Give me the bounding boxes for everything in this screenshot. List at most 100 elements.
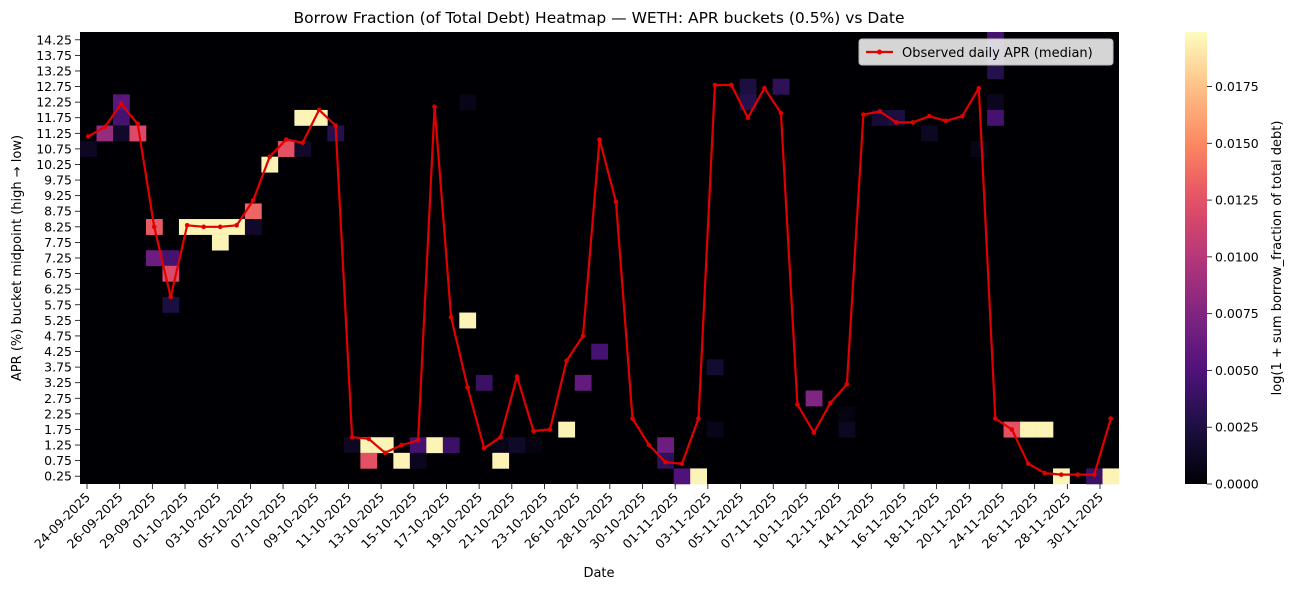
apr-point [333,123,338,128]
apr-point [943,118,949,124]
chart-title: Borrow Fraction (of Total Debt) Heatmap … [294,9,905,27]
heatmap-cell [426,437,444,454]
apr-point [102,124,108,130]
heatmap-cell [294,109,312,126]
heatmap-cell [706,359,724,376]
apr-point [630,416,635,421]
heatmap-cell [112,109,130,126]
y-tick-label: 5.75 [44,297,72,312]
heatmap-cell [591,343,609,360]
heatmap-cell [442,437,460,454]
apr-point [300,140,305,145]
heatmap-cell [409,452,427,469]
colorbar-tick-label: 0.0000 [1215,477,1259,492]
heatmap-cell [706,421,724,438]
apr-point [679,461,685,467]
y-tick-label: 6.25 [44,282,72,297]
apr-point [646,442,652,448]
apr-point [184,222,190,228]
heatmap-cell [277,141,295,157]
heatmap-cell [244,203,262,220]
heatmap-cell [921,125,938,142]
apr-point [894,120,899,125]
apr-point [448,314,454,320]
apr-point [960,113,965,119]
heatmap-cell [459,94,477,111]
y-tick-label: 8.75 [44,204,72,219]
colorbar-tick-label: 0.0125 [1215,193,1259,208]
apr-point [861,112,866,117]
y-tick-label: 1.25 [44,438,72,453]
heatmap-cell [129,125,147,142]
apr-point [1108,416,1114,421]
apr-point [910,120,916,125]
colorbar-tick-label: 0.0025 [1215,420,1259,435]
apr-point [85,134,91,139]
apr-point [712,82,718,88]
heatmap-cell [673,468,691,485]
heatmap-cell [987,94,1004,111]
y-tick-label: 6.75 [44,266,72,281]
heatmap-cell [393,452,411,469]
apr-point [366,436,371,442]
legend: Observed daily APR (median) [858,38,1114,66]
heatmap-cell [1020,421,1037,438]
apr-point [795,402,800,407]
heatmap-cell [838,406,856,422]
apr-point [828,400,833,406]
y-tick-label: 2.75 [44,391,72,406]
heatmap-cell [772,78,790,95]
apr-point [1042,470,1048,476]
heatmap-cell [739,94,757,111]
apr-point [844,381,850,387]
legend-box [858,38,1114,66]
heatmap-cell [112,125,130,142]
colorbar-label: log(1 + sum borrow_fraction of total deb… [1270,121,1285,396]
apr-point [1025,461,1031,467]
apr-point [432,104,437,110]
heatmap-cell [970,141,988,157]
apr-point [201,224,206,230]
heatmap-cell [80,141,97,157]
legend-entry-label: Observed daily APR (median) [902,46,1093,61]
colorbar-tick-label: 0.0075 [1215,306,1259,321]
y-tick-label: 7.75 [44,235,72,250]
heatmap-cell [558,421,576,438]
heatmap-background [80,32,1119,484]
apr-point [993,416,998,421]
colorbar-tick-label: 0.0150 [1215,136,1259,151]
heatmap-cell [492,452,510,469]
apr-point [217,224,223,230]
apr-point [250,198,256,203]
apr-point [531,428,536,434]
apr-point [382,450,388,456]
heatmap-cell [1036,421,1054,438]
apr-point [696,416,701,421]
heatmap-cell [574,374,592,391]
apr-point [927,113,932,119]
heatmap-cell [475,374,493,391]
apr-point [663,459,668,465]
heatmap-cell [987,63,1004,80]
y-tick-label: 11.25 [36,126,72,141]
apr-point [1058,472,1064,477]
colorbar: 0.0000 0.0025 0.0050 0.0075 0.0100 0.0125 0.01… [1185,32,1259,492]
heatmap-cell [162,296,180,313]
heatmap-cell [508,437,526,454]
apr-point [316,107,322,113]
x-axis-label: Date [583,566,614,581]
y-tick-label: 9.75 [44,173,72,188]
heatmap-cell [739,78,757,95]
apr-point [151,224,157,230]
heatmap-cell [838,421,856,438]
y-axis-label: APR (%) bucket midpoint (high → low) [10,135,25,381]
apr-point [580,333,586,339]
apr-point [465,385,470,390]
apr-point [778,110,784,116]
colorbar-tick-label: 0.0050 [1215,363,1259,378]
apr-point [877,109,883,114]
apr-point [514,374,520,379]
heatmap-cell [244,219,262,235]
